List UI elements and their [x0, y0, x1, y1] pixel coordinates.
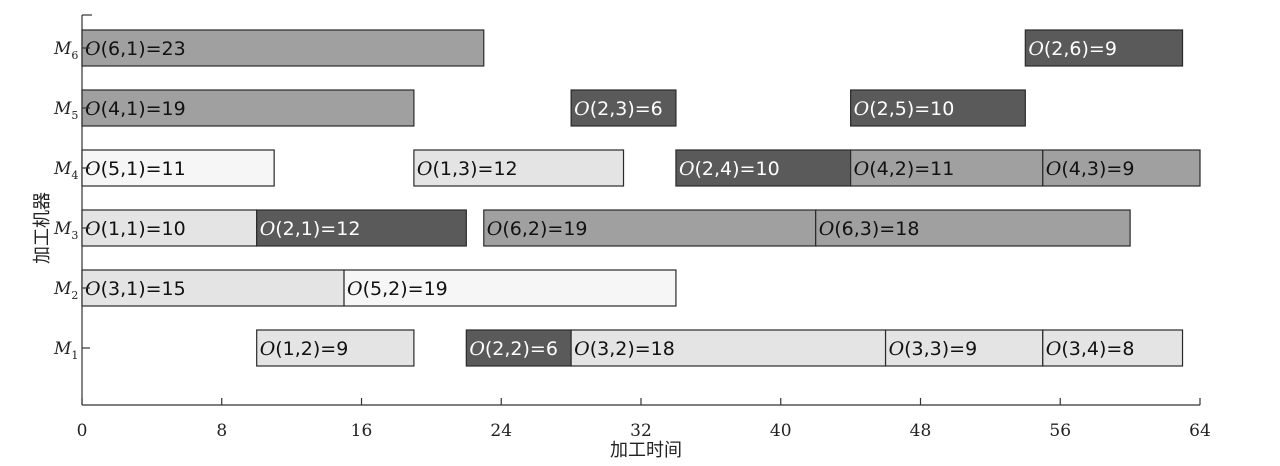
operation-bar: O(1,1)=10 [81, 209, 258, 247]
operation-bar-rect [81, 269, 345, 307]
x-tick-label: 32 [630, 421, 652, 441]
operation-bar: O(5,1)=11 [81, 149, 275, 187]
operation-label: O(6,3)=18 [819, 218, 920, 240]
machine-label: M2 [53, 279, 78, 302]
operation-label: O(4,1)=19 [85, 98, 186, 120]
operation-bar: O(2,3)=6 [570, 89, 677, 127]
operation-bar: O(3,3)=9 [884, 329, 1044, 367]
x-tick-label: 40 [770, 421, 792, 441]
operation-label: O(3,1)=15 [85, 278, 186, 300]
operation-label: O(2,3)=6 [574, 98, 663, 120]
operation-bar: O(3,4)=8 [1042, 329, 1184, 367]
operation-bar-rect [675, 149, 852, 187]
operation-bar: O(2,2)=6 [465, 329, 572, 367]
x-tick-label: 0 [77, 421, 88, 441]
operation-bar-rect [850, 149, 1044, 187]
operation-label: O(5,1)=11 [85, 158, 186, 180]
machine-label: M6 [53, 39, 78, 62]
operation-bar: O(3,1)=15 [81, 269, 345, 307]
operation-label: O(3,2)=18 [574, 338, 675, 360]
operation-bar-rect [256, 209, 467, 247]
operation-bar-rect [465, 329, 572, 367]
operation-bars: O(6,1)=23 O(2,6)=9 O(4,1)=19 O(2,3)=6 O(2,5)… [81, 29, 1201, 367]
operation-bar: O(1,2)=9 [256, 329, 415, 367]
operation-label: O(2,1)=12 [260, 218, 361, 240]
operation-bar: O(4,3)=9 [1042, 149, 1201, 187]
operation-bar-rect [1024, 29, 1184, 67]
operation-label: O(4,2)=11 [854, 158, 955, 180]
operation-bar-rect [256, 329, 415, 367]
operation-label: O(1,1)=10 [85, 218, 186, 240]
operation-bar: O(2,6)=9 [1024, 29, 1184, 67]
operation-bar-rect [1042, 149, 1201, 187]
machine-label: M1 [53, 339, 78, 362]
operation-label: O(2,5)=10 [854, 98, 955, 120]
operation-bar-rect [483, 209, 817, 247]
machine-label: M5 [53, 99, 78, 122]
operation-bar: O(4,2)=11 [850, 149, 1044, 187]
operation-label: O(3,3)=9 [889, 338, 978, 360]
operation-bar-rect [1042, 329, 1184, 367]
operation-bar-rect [815, 209, 1131, 247]
operation-bar-rect [570, 89, 677, 127]
operation-label: O(5,2)=19 [347, 278, 448, 300]
operation-bar: O(2,5)=10 [850, 89, 1026, 127]
machine-labels: M1 M2 M3 M4 M5 M6 [53, 39, 90, 362]
x-axis-title: 加工时间 [610, 440, 682, 461]
operation-bar: O(2,1)=12 [256, 209, 467, 247]
x-ticks: 0 8 16 24 32 40 48 56 64 [77, 398, 1211, 441]
operation-label: O(2,2)=6 [469, 338, 558, 360]
operation-label: O(2,6)=9 [1028, 38, 1117, 60]
operation-label: O(6,2)=19 [487, 218, 588, 240]
x-tick-label: 24 [490, 421, 512, 441]
operation-bar: O(1,3)=12 [413, 149, 625, 187]
y-axis-title: 加工机器 [32, 192, 53, 264]
x-tick-label: 56 [1049, 421, 1071, 441]
operation-bar: O(4,1)=19 [81, 89, 415, 127]
operation-bar-rect [850, 89, 1026, 127]
operation-bar: O(6,2)=19 [483, 209, 817, 247]
operation-label: O(6,1)=23 [85, 38, 186, 60]
operation-label: O(1,2)=9 [260, 338, 349, 360]
machine-label: M4 [53, 159, 78, 182]
operation-bar-rect [81, 149, 275, 187]
operation-bar-rect [81, 29, 485, 67]
x-tick-label: 64 [1189, 421, 1211, 441]
operation-bar-rect [413, 149, 625, 187]
operation-bar: O(2,4)=10 [675, 149, 852, 187]
x-tick-label: 16 [351, 421, 373, 441]
machine-label: M3 [53, 219, 78, 242]
operation-label: O(4,3)=9 [1046, 158, 1135, 180]
operation-bar-rect [81, 89, 415, 127]
operation-label: O(3,4)=8 [1046, 338, 1135, 360]
operation-bar-rect [343, 269, 677, 307]
operation-label: O(1,3)=12 [417, 158, 518, 180]
x-tick-label: 48 [910, 421, 932, 441]
operation-bar: O(6,1)=23 [81, 29, 485, 67]
operation-bar: O(6,3)=18 [815, 209, 1131, 247]
operation-bar: O(3,2)=18 [570, 329, 887, 367]
x-tick-label: 8 [216, 421, 227, 441]
operation-label: O(2,4)=10 [679, 158, 780, 180]
operation-bar-rect [570, 329, 887, 367]
operation-bar: O(5,2)=19 [343, 269, 677, 307]
